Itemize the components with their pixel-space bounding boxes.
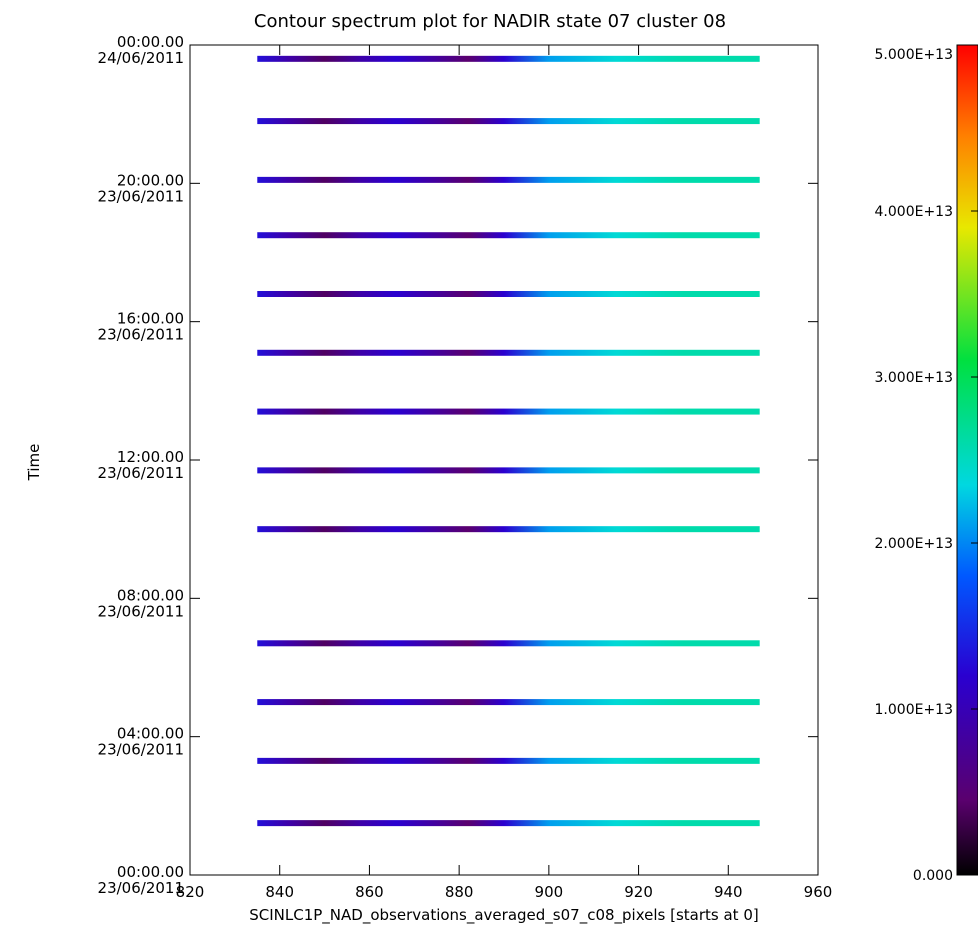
y-tick-label-time: 12:00.00 (117, 448, 184, 466)
y-tick-label-date: 23/06/2011 (98, 326, 184, 344)
y-tick-label-time: 00:00.00 (117, 33, 184, 51)
colorbar-tick-label: 3.000E+13 (875, 370, 953, 386)
colorbar-tick-label: 5.000E+13 (875, 47, 953, 63)
observation-band (257, 467, 760, 474)
observation-band (257, 408, 760, 415)
x-tick-label: 860 (355, 883, 384, 901)
y-tick-label-time: 16:00.00 (117, 310, 184, 328)
x-tick-label: 960 (804, 883, 833, 901)
observation-band (257, 291, 760, 297)
observation-band (257, 699, 760, 706)
chart-title: Contour spectrum plot for NADIR state 07… (254, 11, 726, 32)
x-axis-label: SCINLC1P_NAD_observations_averaged_s07_c… (249, 906, 758, 925)
observation-band (257, 349, 760, 356)
x-tick-label: 900 (535, 883, 564, 901)
y-tick-label-date: 23/06/2011 (98, 602, 184, 620)
plot-frame (189, 44, 819, 876)
x-tick-label: 920 (624, 883, 653, 901)
y-tick-label-time: 00:00.00 (117, 863, 184, 881)
y-tick-label-date: 23/06/2011 (98, 464, 184, 482)
colorbar-tick-label: 2.000E+13 (875, 536, 953, 552)
y-axis: 00:00.0023/06/201104:00.0023/06/201108:0… (98, 33, 818, 897)
colorbar (956, 44, 978, 876)
observation-band (257, 757, 760, 764)
colorbar-tick-label: 1.000E+13 (875, 702, 953, 718)
y-tick-label-date: 23/06/2011 (98, 187, 184, 205)
x-tick-label: 880 (445, 883, 474, 901)
observation-band (257, 526, 760, 533)
x-tick-label: 820 (176, 883, 205, 901)
observation-band (257, 118, 760, 125)
colorbar-tick-label: 4.000E+13 (875, 204, 953, 220)
y-tick-label-date: 24/06/2011 (98, 49, 184, 67)
y-tick-label-time: 04:00.00 (117, 725, 184, 743)
y-tick-label-time: 20:00.00 (117, 171, 184, 189)
x-tick-label: 840 (265, 883, 294, 901)
x-tick-label: 940 (714, 883, 743, 901)
y-axis-label: Time (25, 444, 43, 482)
observation-band (257, 640, 760, 647)
observation-band (257, 55, 760, 62)
y-tick-label-date: 23/06/2011 (98, 741, 184, 759)
y-tick-label-time: 08:00.00 (117, 586, 184, 604)
observation-band (257, 820, 760, 827)
colorbar-ticks: 0.000 1.000E+13 2.000E+13 3.000E+13 4.000E+1… (875, 44, 978, 884)
y-tick-label-date: 23/06/2011 (98, 879, 184, 897)
observation-band (257, 232, 760, 239)
observation-band (257, 176, 760, 183)
x-axis: 820 840 860 880 900 920 940 960 (176, 45, 833, 901)
colorbar-tick-label: 0.000 (913, 868, 953, 884)
observation-bands (257, 55, 760, 827)
